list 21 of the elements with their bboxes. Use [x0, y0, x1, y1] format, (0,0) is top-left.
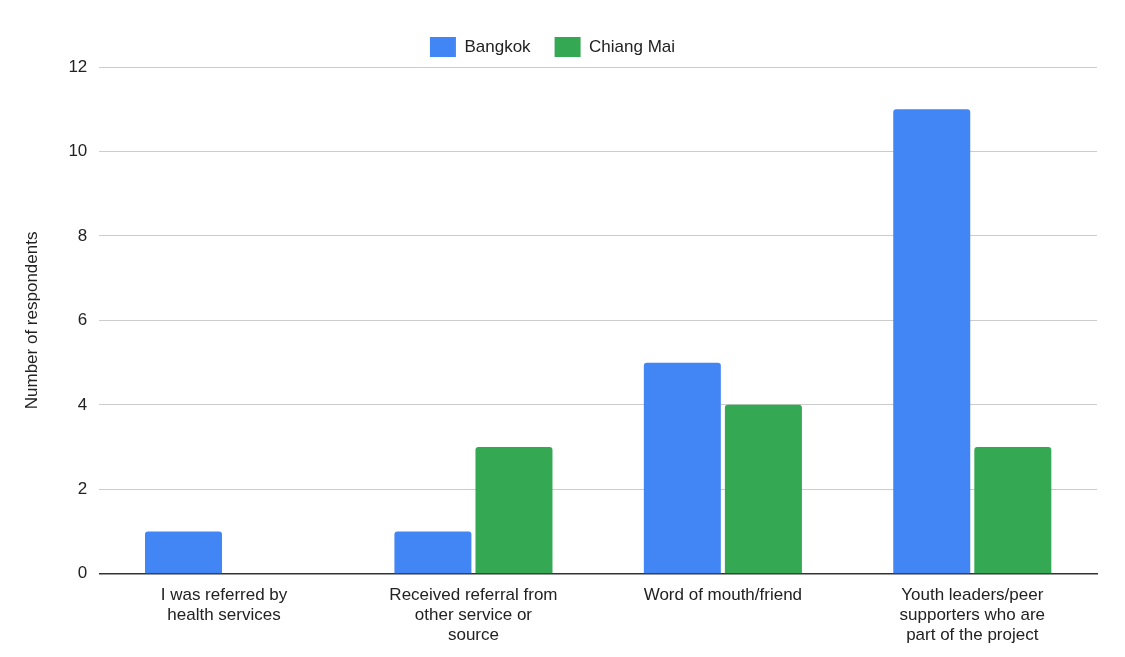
bar: [475, 447, 553, 574]
x-tick-label: Word of mouth/friend: [643, 584, 803, 604]
x-tick-label: Received referral from other service or source: [389, 584, 558, 645]
y-tick-label: 8: [77, 225, 88, 245]
y-tick-label: 12: [68, 56, 88, 76]
y-tick-label: 6: [77, 310, 88, 330]
y-axis-title: Number of respondents: [21, 231, 41, 410]
bar: [724, 404, 802, 574]
y-tick-label: 4: [77, 394, 88, 414]
x-tick-label: I was referred by health services: [160, 584, 288, 625]
legend-label: Bangkok: [464, 36, 532, 56]
x-tick-label: Youth leaders/peer supporters who are part of the project: [899, 584, 1046, 645]
legend-label: Chiang Mai: [589, 36, 676, 56]
y-tick-label: 2: [77, 479, 88, 499]
y-tick-label: 0: [77, 563, 88, 583]
y-tick-label: 10: [68, 141, 88, 161]
bar: [144, 531, 222, 574]
bar: [974, 447, 1052, 574]
bar: [394, 531, 472, 574]
bar: [893, 109, 971, 574]
bar: [643, 362, 721, 574]
